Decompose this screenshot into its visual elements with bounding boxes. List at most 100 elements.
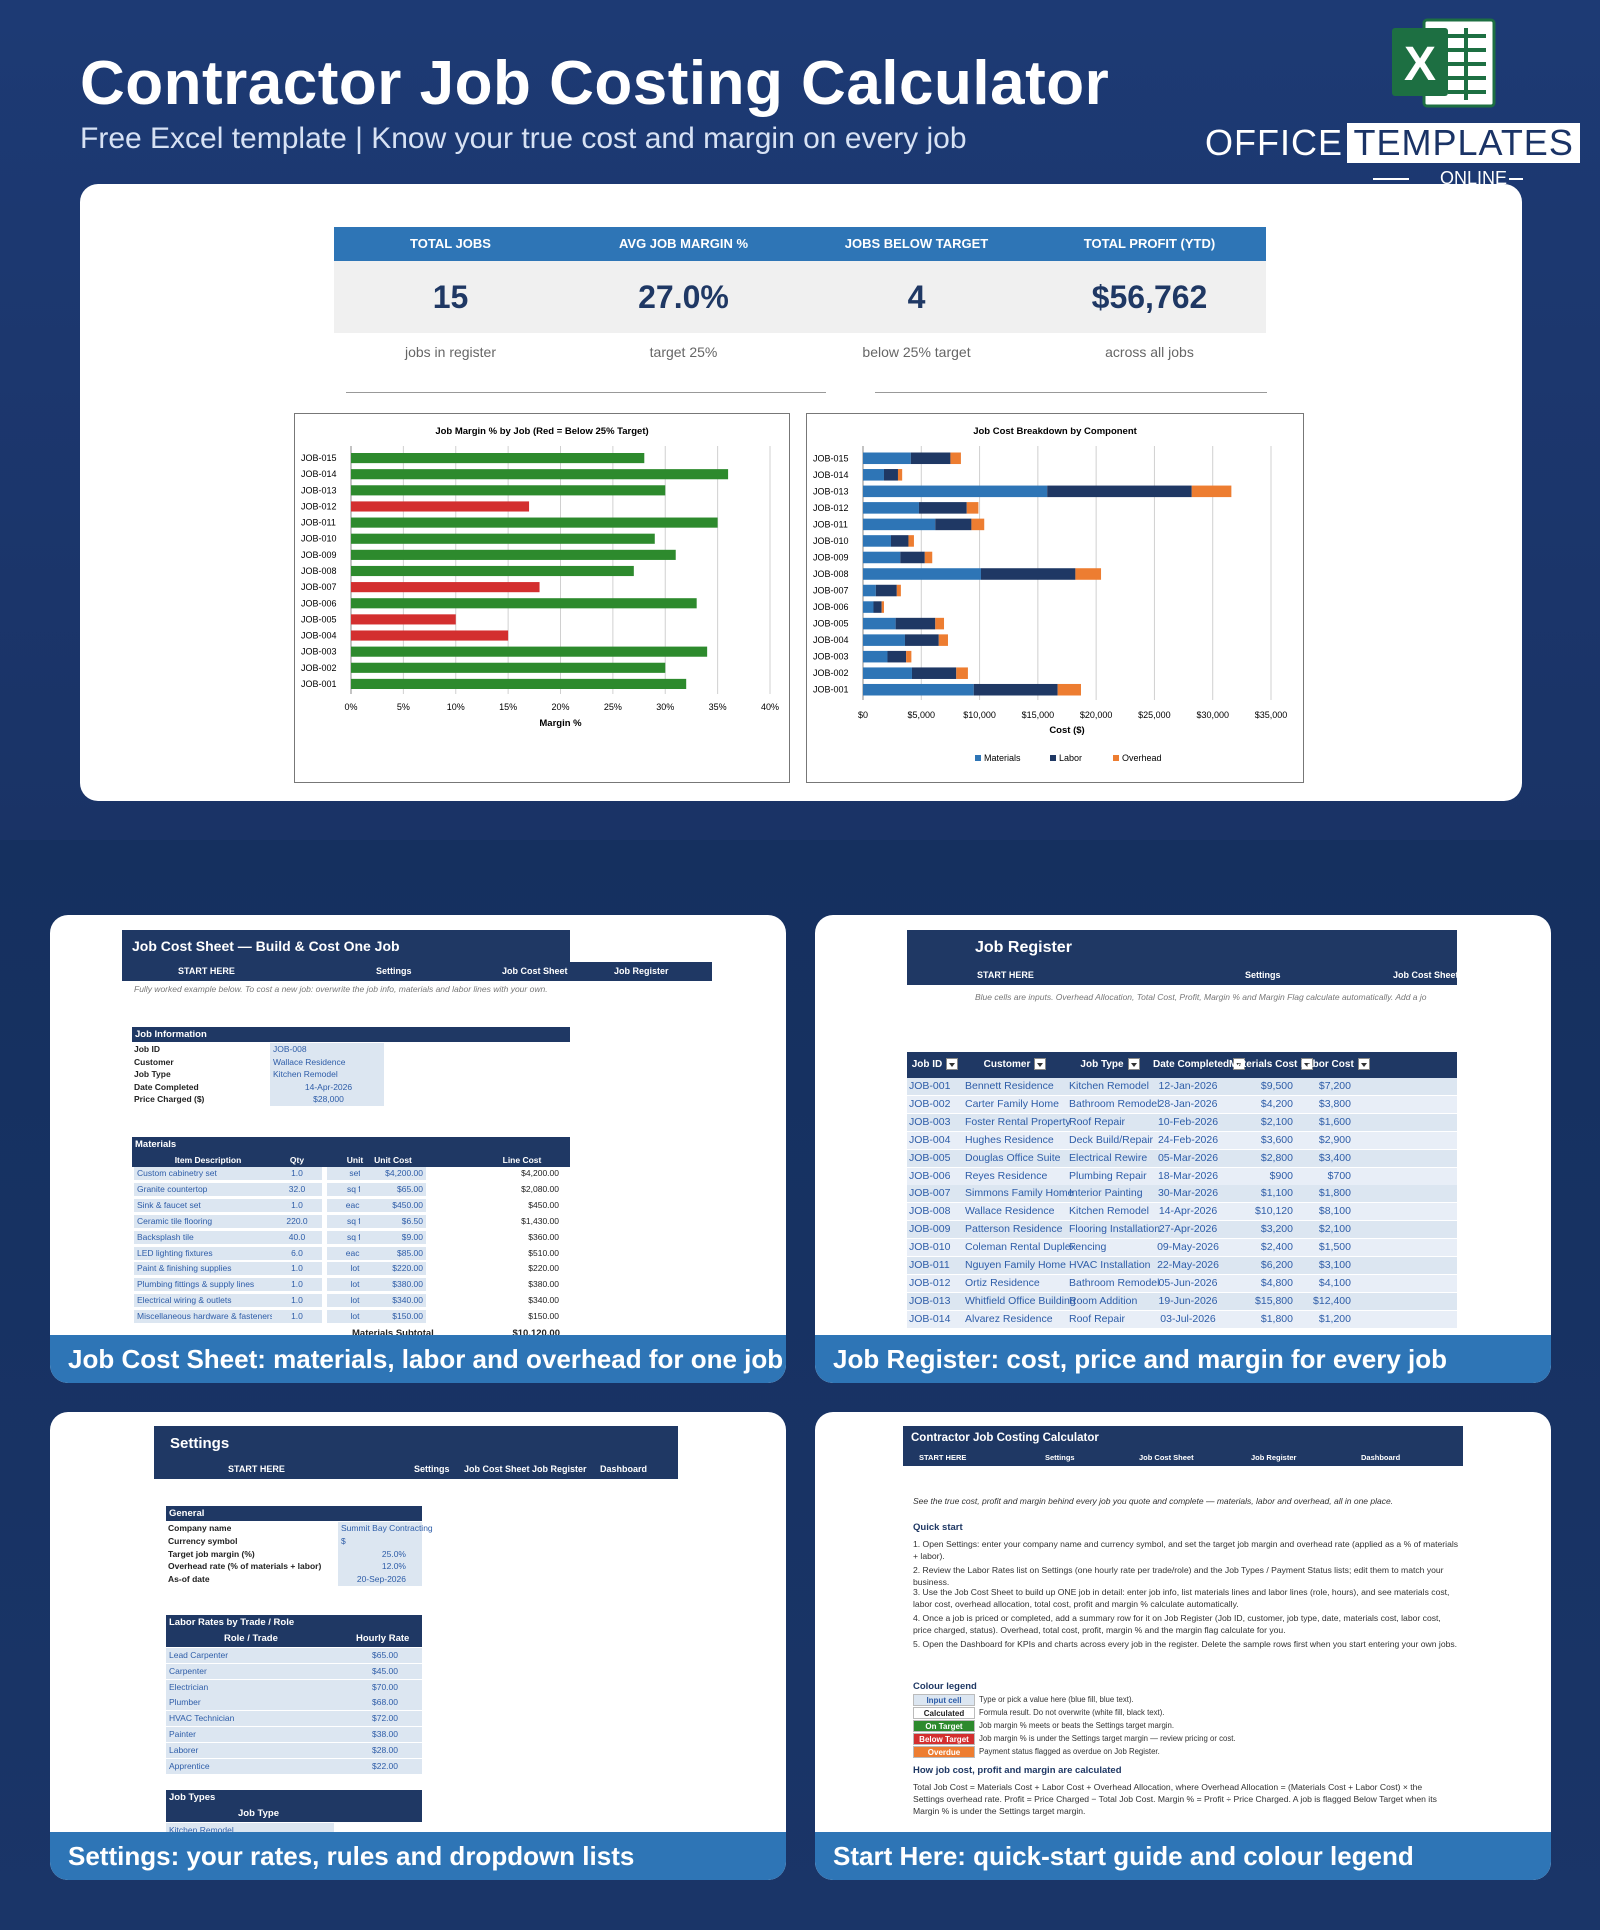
register-job-id[interactable]: JOB-011: [909, 1259, 950, 1271]
labor-role-input[interactable]: Painter: [166, 1727, 332, 1742]
material-cell[interactable]: $380.00: [360, 1278, 426, 1292]
labor-rate-input[interactable]: $65.00: [332, 1648, 422, 1663]
register-cell[interactable]: $1,100: [1260, 1187, 1293, 1200]
info-value-input[interactable]: JOB-008: [270, 1043, 384, 1056]
filter-dropdown-icon[interactable]: [1357, 1058, 1370, 1071]
register-cell[interactable]: 05-Mar-2026: [1157, 1151, 1219, 1164]
register-cell[interactable]: $4,200: [1260, 1097, 1293, 1110]
register-cell[interactable]: Hughes Residence: [965, 1133, 1054, 1146]
register-cell[interactable]: Reyes Residence: [965, 1169, 1048, 1182]
register-cell[interactable]: $1,600: [1318, 1115, 1351, 1128]
register-cell[interactable]: Nguyen Family Home: [965, 1259, 1066, 1271]
material-cell[interactable]: 1.0: [272, 1278, 322, 1292]
material-cell[interactable]: $6.50: [360, 1214, 426, 1228]
material-cell[interactable]: 40.0: [272, 1230, 322, 1244]
register-cell[interactable]: Ortiz Residence: [965, 1276, 1040, 1289]
filter-dropdown-icon[interactable]: [1233, 1058, 1246, 1071]
register-cell[interactable]: $2,800: [1260, 1151, 1293, 1164]
register-cell[interactable]: $3,600: [1260, 1133, 1293, 1146]
material-cell[interactable]: 32.0: [272, 1182, 322, 1196]
nav-start-here[interactable]: START HERE: [228, 1464, 285, 1474]
register-cell[interactable]: $3,200: [1260, 1223, 1293, 1236]
labor-role-input[interactable]: Carpenter: [166, 1663, 332, 1679]
nav-job-cost-sheet[interactable]: Job Cost Sheet: [1393, 970, 1459, 980]
nav-job-register[interactable]: Job Register: [532, 1464, 587, 1474]
nav-job-cost-sheet[interactable]: Job Cost Sheet: [502, 966, 568, 976]
nav-job-cost-sheet[interactable]: Job Cost Sheet: [1139, 1453, 1194, 1462]
info-value-input[interactable]: $28,000: [270, 1093, 384, 1107]
register-cell[interactable]: Carter Family Home: [965, 1097, 1059, 1110]
register-cell[interactable]: Flooring Installation: [1069, 1223, 1161, 1236]
material-cell[interactable]: 220.0: [272, 1214, 322, 1228]
register-cell[interactable]: Roof Repair: [1069, 1115, 1126, 1128]
register-cell[interactable]: $2,400: [1260, 1241, 1293, 1254]
register-cell[interactable]: Patterson Residence: [965, 1223, 1063, 1236]
nav-settings[interactable]: Settings: [1245, 970, 1281, 980]
register-cell[interactable]: 05-Jun-2026: [1158, 1276, 1218, 1289]
material-item[interactable]: Backsplash tile: [134, 1230, 274, 1244]
register-job-id[interactable]: JOB-014: [909, 1312, 951, 1325]
register-cell[interactable]: 18-Mar-2026: [1157, 1169, 1219, 1182]
register-cell[interactable]: Bathroom Remodel: [1069, 1097, 1160, 1110]
material-cell[interactable]: 6.0: [272, 1246, 322, 1260]
register-job-id[interactable]: JOB-009: [909, 1223, 951, 1236]
info-value-input[interactable]: Kitchen Remodel: [270, 1068, 384, 1082]
labor-rate-input[interactable]: $68.00: [332, 1695, 422, 1711]
labor-rate-input[interactable]: $72.00: [332, 1711, 422, 1727]
register-cell[interactable]: $9,500: [1260, 1080, 1293, 1092]
labor-role-input[interactable]: Lead Carpenter: [166, 1648, 332, 1663]
material-cell[interactable]: $4,200.00: [360, 1167, 426, 1180]
filter-dropdown-icon[interactable]: [1301, 1058, 1314, 1071]
filter-dropdown-icon[interactable]: [946, 1058, 959, 1071]
register-cell[interactable]: $7,200: [1318, 1080, 1351, 1092]
nav-start-here[interactable]: START HERE: [919, 1453, 967, 1462]
register-job-id[interactable]: JOB-001: [909, 1080, 951, 1092]
labor-role-input[interactable]: Electrician: [166, 1679, 332, 1695]
material-cell[interactable]: $9.00: [360, 1230, 426, 1244]
register-cell[interactable]: $15,800: [1255, 1294, 1293, 1307]
office-templates-logo[interactable]: X OFFICE TEMPLATES ONLINE: [1205, 12, 1580, 188]
setting-value-input[interactable]: $: [338, 1534, 422, 1548]
register-cell[interactable]: $1,800: [1318, 1187, 1351, 1200]
labor-rate-input[interactable]: $28.00: [332, 1742, 422, 1758]
register-cell[interactable]: $2,100: [1318, 1223, 1351, 1236]
labor-rate-input[interactable]: $38.00: [332, 1727, 422, 1742]
nav-dashboard[interactable]: Dashboard: [600, 1464, 648, 1474]
register-cell[interactable]: $700: [1327, 1169, 1351, 1182]
register-cell[interactable]: 12-Jan-2026: [1158, 1080, 1218, 1092]
material-cell[interactable]: $220.00: [360, 1262, 426, 1276]
material-item[interactable]: Electrical wiring & outlets: [134, 1294, 274, 1308]
register-job-id[interactable]: JOB-003: [909, 1115, 951, 1128]
nav-job-register[interactable]: Job Register: [614, 966, 669, 976]
labor-role-input[interactable]: HVAC Technician: [166, 1711, 332, 1727]
register-cell[interactable]: Douglas Office Suite: [965, 1151, 1061, 1164]
register-job-id[interactable]: JOB-010: [909, 1241, 951, 1254]
register-cell[interactable]: Foster Rental Property: [965, 1115, 1071, 1128]
register-cell[interactable]: 09-May-2026: [1157, 1241, 1219, 1254]
material-item[interactable]: LED lighting fixtures: [134, 1246, 274, 1260]
labor-rate-input[interactable]: $70.00: [332, 1679, 422, 1695]
material-item[interactable]: Sink & faucet set: [134, 1198, 274, 1212]
register-cell[interactable]: $3,100: [1318, 1259, 1351, 1271]
register-cell[interactable]: $6,200: [1260, 1259, 1293, 1271]
register-cell[interactable]: 27-Apr-2026: [1158, 1223, 1218, 1236]
register-cell[interactable]: 10-Feb-2026: [1157, 1115, 1219, 1128]
setting-value-input[interactable]: 25.0%: [338, 1547, 422, 1561]
register-cell[interactable]: 03-Jul-2026: [1160, 1312, 1216, 1325]
material-item[interactable]: Plumbing fittings & supply lines: [134, 1278, 274, 1292]
nav-dashboard[interactable]: Dashboard: [1361, 1453, 1401, 1462]
register-cell[interactable]: Deck Build/Repair: [1069, 1133, 1154, 1146]
register-cell[interactable]: $900: [1269, 1169, 1293, 1182]
register-cell[interactable]: Electrical Rewire: [1069, 1151, 1148, 1164]
material-cell[interactable]: 1.0: [272, 1310, 322, 1324]
material-cell[interactable]: $340.00: [360, 1294, 426, 1308]
nav-settings[interactable]: Settings: [376, 966, 412, 976]
register-job-id[interactable]: JOB-002: [909, 1097, 951, 1110]
register-cell[interactable]: Kitchen Remodel: [1069, 1205, 1149, 1218]
material-cell[interactable]: $450.00: [360, 1198, 426, 1212]
register-cell[interactable]: Kitchen Remodel: [1069, 1080, 1149, 1092]
setting-value-input[interactable]: Summit Bay Contracting: [338, 1522, 433, 1535]
labor-rate-input[interactable]: $45.00: [332, 1663, 422, 1679]
nav-job-register[interactable]: Job Register: [1251, 1453, 1297, 1462]
nav-settings[interactable]: Settings: [414, 1464, 450, 1474]
